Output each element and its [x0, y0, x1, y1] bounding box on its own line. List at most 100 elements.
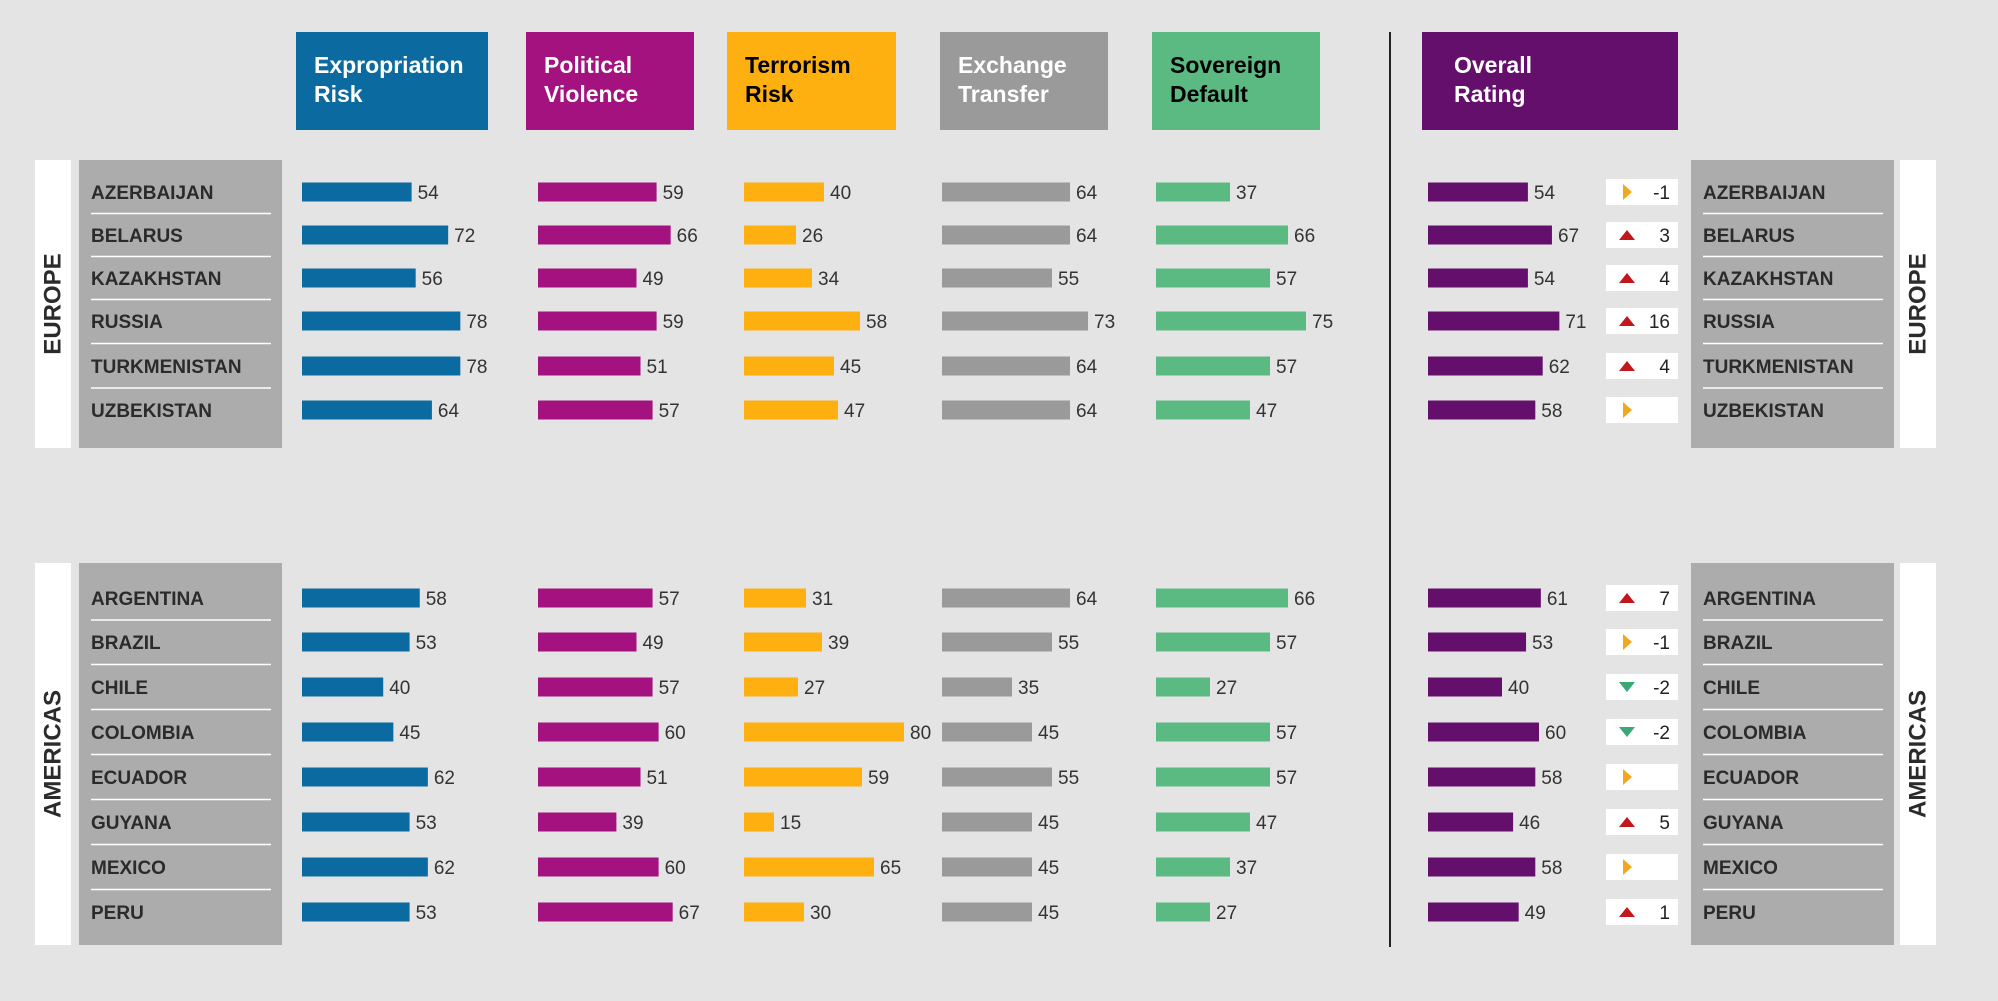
bar-overall	[1428, 632, 1527, 652]
value-label-terrorism: 27	[804, 678, 825, 699]
value-label-terrorism: 31	[812, 589, 833, 610]
value-label-expropriation: 56	[422, 269, 443, 290]
header-sovereign-box	[1152, 32, 1320, 130]
value-label-exchange: 45	[1038, 723, 1059, 744]
change-up-arrow-icon	[1619, 907, 1635, 917]
bar-expropriation	[302, 767, 428, 787]
value-label-sovereign: 47	[1256, 813, 1277, 834]
value-label-sovereign: 57	[1276, 768, 1297, 789]
value-label-sovereign: 66	[1294, 589, 1315, 610]
header-sovereign-label: Default	[1170, 81, 1248, 107]
bar-terrorism	[744, 400, 838, 420]
value-label-overall: 58	[1541, 768, 1562, 789]
change-box	[1606, 899, 1678, 925]
change-up-arrow-icon	[1619, 273, 1635, 283]
header-political-box	[526, 32, 694, 130]
bar-overall	[1428, 400, 1536, 420]
value-label-exchange: 73	[1094, 312, 1115, 333]
change-right-arrow-icon	[1623, 859, 1632, 875]
country-label-right: TURKMENISTAN	[1703, 357, 1854, 378]
value-label-expropriation: 53	[416, 813, 437, 834]
region-panel-right	[1900, 160, 1936, 448]
change-value: 4	[1659, 269, 1670, 290]
bar-overall	[1428, 182, 1528, 202]
bar-expropriation	[302, 812, 410, 832]
value-label-overall: 49	[1525, 903, 1546, 924]
bar-terrorism	[744, 722, 904, 742]
change-box	[1606, 674, 1678, 700]
header-expropriation-label: Risk	[314, 81, 363, 107]
bar-expropriation	[302, 268, 416, 288]
bar-exchange	[942, 400, 1070, 420]
header-terrorism-box	[727, 32, 896, 130]
bar-terrorism	[744, 182, 824, 202]
change-box	[1606, 719, 1678, 745]
region-panel-left	[35, 563, 71, 945]
change-box	[1606, 265, 1678, 291]
header-sovereign-label: Sovereign	[1170, 52, 1281, 78]
region-label-americas-right: AMERICAS	[1905, 690, 1932, 818]
change-box	[1606, 222, 1678, 248]
value-label-political: 57	[659, 589, 680, 610]
bar-exchange	[942, 311, 1088, 331]
bar-overall	[1428, 225, 1552, 245]
bar-exchange	[942, 225, 1070, 245]
bar-expropriation	[302, 857, 428, 877]
bar-expropriation	[302, 632, 410, 652]
bar-sovereign	[1156, 182, 1230, 202]
value-label-exchange: 64	[1076, 401, 1098, 422]
country-label-left: GUYANA	[91, 813, 172, 834]
country-label-left: MEXICO	[91, 858, 166, 879]
value-label-expropriation: 53	[416, 633, 437, 654]
bar-sovereign	[1156, 677, 1210, 697]
value-label-terrorism: 47	[844, 401, 865, 422]
value-label-terrorism: 40	[830, 183, 851, 204]
bar-political	[538, 632, 637, 652]
bar-political	[538, 268, 637, 288]
country-label-right: MEXICO	[1703, 858, 1778, 879]
value-label-sovereign: 37	[1236, 183, 1257, 204]
change-value: 16	[1649, 312, 1670, 333]
bar-exchange	[942, 857, 1032, 877]
value-label-political: 57	[659, 401, 680, 422]
change-box	[1606, 353, 1678, 379]
country-label-left: TURKMENISTAN	[91, 357, 242, 378]
bar-terrorism	[744, 677, 798, 697]
header-exchange-label: Transfer	[958, 81, 1049, 107]
bar-terrorism	[744, 225, 796, 245]
country-label-left: BRAZIL	[91, 633, 161, 654]
bar-terrorism	[744, 268, 812, 288]
country-label-right: RUSSIA	[1703, 312, 1775, 333]
value-label-political: 49	[642, 633, 663, 654]
value-label-expropriation: 53	[416, 903, 437, 924]
country-label-right: PERU	[1703, 903, 1756, 924]
bar-expropriation	[302, 902, 410, 922]
bar-expropriation	[302, 356, 461, 376]
bar-exchange	[942, 722, 1032, 742]
change-up-arrow-icon	[1619, 316, 1635, 326]
value-label-exchange: 55	[1058, 633, 1079, 654]
change-up-arrow-icon	[1619, 361, 1635, 371]
value-label-political: 59	[663, 183, 684, 204]
value-label-political: 60	[665, 723, 686, 744]
country-label-left: KAZAKHSTAN	[91, 269, 222, 290]
value-label-expropriation: 40	[389, 678, 410, 699]
bar-expropriation	[302, 588, 420, 608]
country-label-left: BELARUS	[91, 226, 183, 247]
value-label-exchange: 55	[1058, 768, 1079, 789]
bar-political	[538, 767, 641, 787]
change-value: -2	[1653, 678, 1670, 699]
value-label-terrorism: 15	[780, 813, 801, 834]
country-label-right: UZBEKISTAN	[1703, 401, 1824, 422]
change-up-arrow-icon	[1619, 593, 1635, 603]
bar-expropriation	[302, 400, 432, 420]
country-label-right: CHILE	[1703, 678, 1760, 699]
bar-political	[538, 677, 653, 697]
header-exchange-label: Exchange	[958, 52, 1067, 78]
value-label-terrorism: 39	[828, 633, 849, 654]
value-label-expropriation: 62	[434, 858, 455, 879]
value-label-exchange: 64	[1076, 357, 1098, 378]
value-label-exchange: 64	[1076, 226, 1098, 247]
value-label-sovereign: 57	[1276, 269, 1297, 290]
bar-terrorism	[744, 812, 774, 832]
